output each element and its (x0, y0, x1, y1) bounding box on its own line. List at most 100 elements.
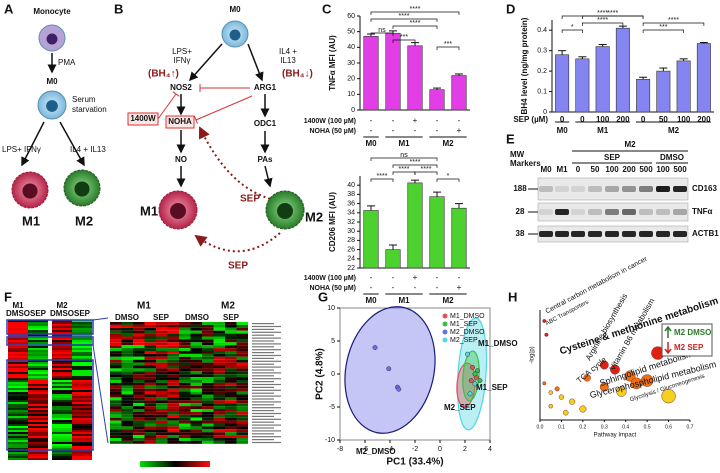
heatmap-cell (110, 368, 122, 372)
heatmap-cell (213, 353, 225, 357)
legend-label: M2 SEP (674, 343, 704, 352)
group-label: M2 (442, 296, 454, 305)
heatmap-cell (121, 362, 133, 366)
heatmap-cell (133, 426, 145, 430)
heatmap-cell (236, 385, 248, 389)
label: 100 (605, 165, 619, 174)
treatment-sign: + (413, 273, 418, 282)
treatment-sign: + (413, 116, 418, 125)
confidence-ellipse (456, 317, 488, 431)
heatmap-cell (213, 411, 225, 415)
heatmap-cell (179, 409, 191, 412)
heatmap-cell (8, 370, 28, 372)
heatmap-cell (28, 364, 48, 366)
heatmap-cell (8, 354, 28, 356)
point (579, 405, 587, 413)
heatmap-cell (121, 333, 133, 337)
heatmap-cell (28, 450, 48, 452)
heatmap-cell (72, 364, 92, 366)
heatmap-cell (190, 382, 202, 386)
heatmap-cell (133, 400, 145, 404)
treatment-label: NOHA (50 µM) (309, 285, 356, 292)
heatmap-cell (190, 359, 202, 363)
heatmap-cell (110, 440, 122, 444)
heatmap-cell (225, 333, 237, 337)
heatmap-cell (72, 450, 92, 452)
label: NOHA (168, 117, 192, 126)
heatmap-cell (202, 411, 214, 415)
label: SEP (153, 313, 170, 322)
heatmap-cell (179, 322, 191, 325)
heatmap-cell (190, 377, 202, 380)
bar (615, 27, 630, 113)
heatmap-cell (28, 354, 48, 356)
heatmap-cell (52, 366, 72, 368)
heatmap-cell (236, 388, 248, 392)
heatmap-cell (225, 374, 237, 378)
treatment-sign: - (458, 116, 461, 125)
heatmap-cell (213, 348, 225, 351)
heatmap-cell (156, 382, 168, 386)
cell-label: M2 (305, 209, 323, 224)
point (599, 382, 609, 392)
heatmap-cell (72, 376, 92, 378)
heatmap-cell (190, 394, 202, 398)
heatmap-cell (167, 411, 179, 415)
nucleus (22, 183, 38, 199)
heatmap-cell (121, 382, 133, 386)
label: M2 (56, 301, 68, 310)
arrow (263, 165, 273, 188)
point (470, 364, 475, 370)
heatmap-cell (72, 458, 92, 460)
row-label-stub (252, 331, 281, 333)
significance-label: **** (410, 159, 421, 166)
row-label-stub (252, 372, 281, 374)
heatmap-cell (121, 348, 133, 351)
heatmap-cell (52, 440, 72, 442)
heatmap-cell (213, 345, 225, 349)
heatmap-cell (225, 429, 237, 433)
heatmap-cell (110, 380, 122, 383)
heatmap-cell (190, 409, 202, 412)
heatmap-cell (190, 365, 202, 369)
heatmap-cell (190, 353, 202, 357)
point (569, 398, 576, 405)
zoom-line (92, 317, 109, 321)
heatmap-cell (8, 338, 28, 340)
heatmap-cell (121, 429, 133, 433)
heatmap-cell (225, 362, 237, 366)
heatmap-cell (225, 322, 237, 325)
heatmap-cell (52, 408, 72, 410)
heatmap-cell (167, 391, 179, 395)
blot-band (656, 186, 670, 192)
heatmap-cell (213, 391, 225, 395)
heatmap-cell (167, 432, 179, 436)
heatmap-cell (202, 345, 214, 349)
nucleus (46, 33, 58, 45)
heatmap-cell (179, 362, 191, 366)
heatmap-cell (156, 351, 168, 354)
significance-bracket (370, 32, 394, 36)
heatmap-cell (28, 388, 48, 390)
heatmap-cell (72, 378, 92, 380)
heatmap-cell (156, 394, 168, 398)
y-tick-label: 22 (347, 265, 355, 272)
arrow (21, 121, 45, 167)
heatmap-cell (28, 330, 48, 332)
heatmap-cell (236, 380, 248, 383)
heatmap-cell (156, 440, 168, 444)
row-label-stub (252, 360, 281, 362)
arrow (247, 43, 264, 82)
bar (407, 45, 423, 111)
blot-band (555, 209, 569, 215)
heatmap-cell (8, 346, 28, 348)
heatmap-cell (8, 412, 28, 414)
heatmap-cell (72, 436, 92, 438)
heatmap-cell (121, 411, 133, 415)
group-label: M0 (365, 296, 377, 305)
heatmap-cell (167, 438, 179, 441)
heatmap-cell (28, 420, 48, 422)
heatmap-cell (236, 324, 248, 328)
heatmap-cell (133, 351, 145, 354)
heatmap-cell (144, 438, 156, 441)
